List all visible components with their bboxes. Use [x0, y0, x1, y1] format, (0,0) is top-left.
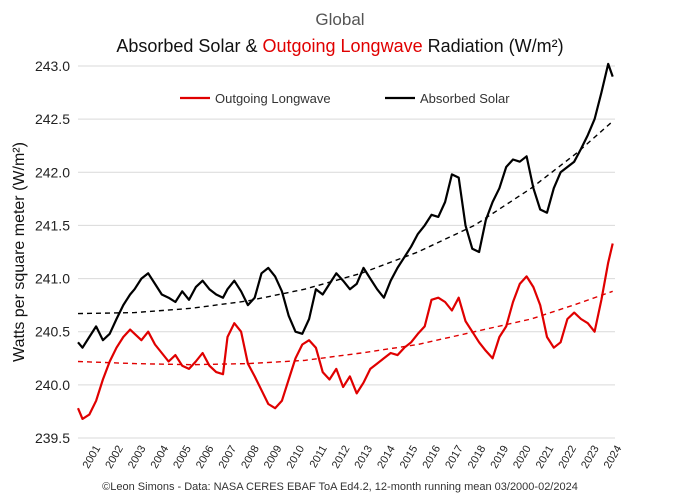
y-tick-label: 241.5: [35, 217, 70, 233]
y-tick-label: 241.0: [35, 271, 70, 287]
legend-label-outgoing-longwave: Outgoing Longwave: [215, 91, 331, 106]
y-axis-label: Watts per square meter (W/m²): [11, 142, 28, 362]
chart-footer: ©Leon Simons - Data: NASA CERES EBAF ToA…: [102, 481, 578, 493]
chart-title-part1: Absorbed Solar &: [116, 36, 262, 56]
x-tick-label: 2015: [398, 444, 421, 471]
series-line-absorbed-solar: [77, 62, 614, 349]
x-tick-label: 2001: [81, 444, 104, 471]
x-tick-label: 2013: [353, 444, 376, 471]
gridlines: [78, 65, 615, 439]
x-tick-label: 2003: [126, 444, 149, 471]
legend-label-absorbed-solar: Absorbed Solar: [420, 91, 510, 106]
y-tick-label: 242.0: [35, 164, 70, 180]
series-line-absorbed-solar-trend: [77, 120, 614, 315]
x-tick-label: 2018: [466, 444, 489, 471]
x-tick-label: 2017: [443, 444, 466, 471]
x-tick-label: 2004: [149, 444, 172, 471]
x-tick-label: 2019: [488, 444, 511, 471]
y-tick-label: 240.5: [35, 324, 70, 340]
chart-title-part3: Radiation (W/m²): [423, 36, 564, 56]
x-tick-label: 2016: [420, 444, 443, 471]
legend: Outgoing Longwave Absorbed Solar: [180, 91, 510, 106]
x-tick-label: 2021: [534, 444, 557, 471]
x-tick-label: 2005: [171, 444, 194, 471]
series-line-outgoing-longwave-trend: [77, 290, 613, 366]
y-tick-labels: 239.5 240.0 240.5 241.0 241.5 242.0 242.5 243.0: [35, 58, 70, 446]
x-tick-label: 2009: [262, 444, 285, 471]
chart-title: Absorbed Solar & Outgoing Longwave Radia…: [116, 36, 563, 56]
y-tick-label: 239.5: [35, 430, 70, 446]
chart-supertitle: Global: [315, 10, 364, 29]
x-tick-label: 2006: [194, 444, 217, 471]
x-tick-label: 2020: [511, 444, 534, 471]
x-tick-label: 2008: [239, 444, 262, 471]
y-tick-label: 242.5: [35, 111, 70, 127]
y-tick-label: 243.0: [35, 58, 70, 74]
x-tick-label: 2014: [375, 444, 398, 471]
x-tick-label: 2007: [217, 444, 240, 471]
chart-title-highlight: Outgoing Longwave: [262, 36, 422, 56]
x-tick-label: 2010: [285, 444, 308, 471]
series-line-outgoing-longwave: [76, 243, 614, 420]
x-tick-label: 2023: [579, 444, 602, 471]
x-tick-label: 2002: [103, 444, 126, 471]
x-tick-label: 2012: [330, 444, 353, 471]
x-tick-label: 2024: [602, 444, 625, 471]
x-tick-label: 2011: [308, 444, 330, 470]
x-tick-labels: 2001 2002 2003 2004 2005 2006 2007 2008 2009 2010…: [81, 444, 625, 471]
y-tick-label: 240.0: [35, 377, 70, 393]
x-tick-label: 2022: [556, 444, 579, 471]
plot-series: [76, 62, 614, 420]
